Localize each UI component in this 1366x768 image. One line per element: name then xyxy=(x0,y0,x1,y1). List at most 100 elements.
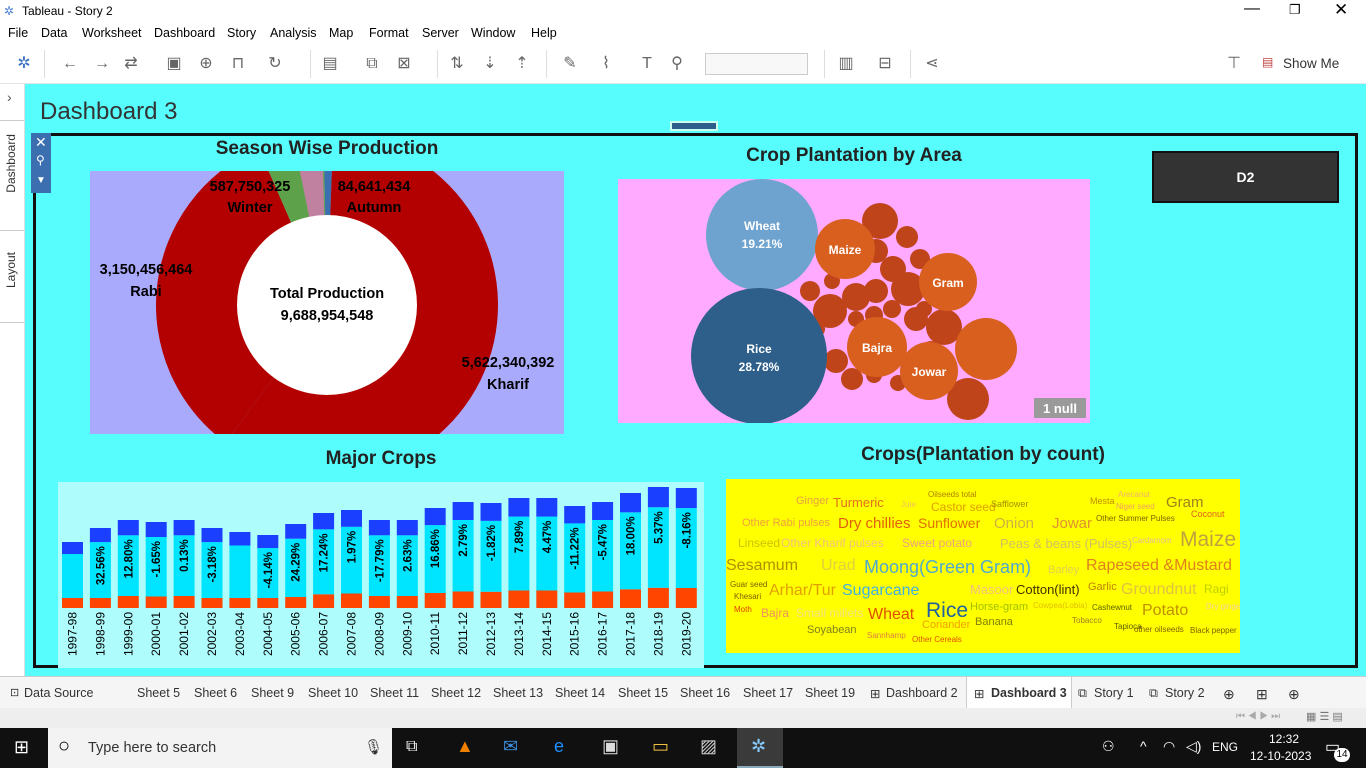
people-icon[interactable]: ⚇ xyxy=(1102,738,1115,754)
minimize-button[interactable]: — xyxy=(1244,0,1260,17)
nav-arrows-icon[interactable]: ⏮ ◀ ▶ ⏭ xyxy=(1236,711,1281,722)
word-black-pepper: Black pepper xyxy=(1190,626,1237,635)
bar-cyan-2015-16 xyxy=(564,523,586,593)
swap-icon[interactable]: ⇅ xyxy=(450,55,464,72)
menu-story[interactable]: Story xyxy=(227,26,257,40)
tab-sheet-12[interactable]: Sheet 12 xyxy=(431,686,482,700)
store-icon[interactable]: ▣ xyxy=(602,736,620,756)
tab-dashboard-3[interactable]: Dashboard 3 xyxy=(991,686,1067,700)
more-options-icon[interactable]: ▼ xyxy=(36,175,46,186)
clear-sheet-icon[interactable]: ⊠ xyxy=(397,55,411,72)
tab-sheet-19[interactable]: Sheet 19 xyxy=(805,686,856,700)
duplicate-icon[interactable]: ⧉ xyxy=(366,55,378,72)
sort-asc-icon[interactable]: ⇣ xyxy=(483,55,497,72)
menu-server[interactable]: Server xyxy=(422,26,459,40)
bar-label-2005-06: 24.29% xyxy=(291,543,303,582)
sort-desc-icon[interactable]: ⇡ xyxy=(515,55,529,72)
menu-window[interactable]: Window xyxy=(471,26,516,40)
show-me-button[interactable]: Show Me xyxy=(1283,56,1340,71)
file-explorer-icon[interactable]: ▭ xyxy=(652,736,670,756)
search-box[interactable]: ○ Type here to search 🎙 xyxy=(48,728,392,768)
tableau-taskbar-button[interactable]: ✲ xyxy=(737,728,783,768)
windows-start-icon[interactable]: ⊞ xyxy=(14,737,30,757)
menu-analysis[interactable]: Analysis xyxy=(270,26,317,40)
menu-worksheet[interactable]: Worksheet xyxy=(82,26,142,40)
tab-story-2[interactable]: Story 2 xyxy=(1165,686,1205,700)
menu-map[interactable]: Map xyxy=(329,26,354,40)
tab-sheet-10[interactable]: Sheet 10 xyxy=(308,686,359,700)
new-dashboard-icon[interactable]: ⊞ xyxy=(1256,686,1268,702)
bar-blue-1999-00 xyxy=(117,520,139,536)
clock-date[interactable]: 12-10-2023 xyxy=(1250,749,1312,763)
new-worksheet-icon[interactable]: ▤ xyxy=(322,55,338,72)
replay-icon[interactable]: ⇄ xyxy=(124,55,138,72)
edge-icon[interactable]: e xyxy=(554,736,565,756)
crop-area-bubbles: Wheat 19.21% Rice 28.78% Maize Gram Bajr… xyxy=(618,179,1090,423)
undo-icon[interactable]: ← xyxy=(62,55,78,72)
tab-sheet-16[interactable]: Sheet 16 xyxy=(680,686,731,700)
view-toggle-icon[interactable]: ▦ ☰ ▤ xyxy=(1306,711,1343,723)
d2-button[interactable]: D2 xyxy=(1152,151,1339,203)
task-view-icon[interactable]: ⧉ xyxy=(406,738,418,755)
tableau-home-icon[interactable]: ✲ xyxy=(17,55,31,72)
language-indicator[interactable]: ENG xyxy=(1212,740,1239,754)
bar-blue-2017-18 xyxy=(620,493,641,513)
word-ragi: Ragi xyxy=(1204,582,1229,596)
remove-icon[interactable]: ✕ xyxy=(35,134,47,150)
tab-dashboard-2[interactable]: Dashboard 2 xyxy=(886,686,958,700)
refresh-icon[interactable]: ↻ xyxy=(268,55,282,72)
labels-icon[interactable]: T xyxy=(642,55,652,72)
story-tab-icon-2: ⧉ xyxy=(1149,686,1158,700)
share-icon[interactable]: ⋖ xyxy=(925,55,939,72)
menu-dashboard[interactable]: Dashboard xyxy=(154,26,216,40)
pause-updates-icon[interactable]: ⊓ xyxy=(231,55,245,72)
format-painter-icon[interactable]: ⊤ xyxy=(1227,55,1241,72)
volume-icon[interactable]: ◁) xyxy=(1186,738,1202,754)
new-sheet-icon[interactable]: ⊕ xyxy=(1223,686,1235,702)
new-story-icon[interactable]: ⊕ xyxy=(1288,686,1300,702)
tab-sheet-13[interactable]: Sheet 13 xyxy=(493,686,544,700)
show-cards-icon[interactable]: ▥ xyxy=(838,55,854,72)
presentation-icon[interactable]: ⊟ xyxy=(878,55,892,72)
null-badge[interactable]: 1 null xyxy=(1043,401,1077,416)
highlight-icon[interactable]: ✎ xyxy=(563,55,577,72)
tab-sheet-9[interactable]: Sheet 9 xyxy=(251,686,295,700)
bar-blue-2000-01 xyxy=(145,522,167,537)
new-datasource-icon[interactable]: ⊕ xyxy=(199,55,213,72)
tab-data-source[interactable]: Data Source xyxy=(24,686,94,700)
mail-icon[interactable]: ✉ xyxy=(503,736,519,756)
close-button[interactable]: ✕ xyxy=(1334,0,1349,19)
expand-chevron-icon[interactable]: › xyxy=(7,89,12,105)
fit-dropdown[interactable] xyxy=(705,53,808,75)
menu-format[interactable]: Format xyxy=(369,26,409,40)
word-other-summer-pulses: Other Summer Pulses xyxy=(1096,514,1175,523)
tab-sheet-15[interactable]: Sheet 15 xyxy=(618,686,669,700)
tray-chevron-icon[interactable]: ^ xyxy=(1140,738,1147,754)
network-icon[interactable]: ◠ xyxy=(1163,738,1176,754)
tab-sheet-11[interactable]: Sheet 11 xyxy=(370,686,420,700)
menu-file[interactable]: File xyxy=(8,26,29,40)
redo-icon[interactable]: → xyxy=(94,55,110,72)
tab-dashboard[interactable]: Dashboard xyxy=(4,134,18,193)
tab-story-1[interactable]: Story 1 xyxy=(1094,686,1134,700)
tab-sheet-14[interactable]: Sheet 14 xyxy=(555,686,606,700)
group-icon[interactable]: ⌇ xyxy=(602,55,610,72)
drag-handle[interactable] xyxy=(670,121,718,131)
pin-object-icon[interactable]: ⚲ xyxy=(36,153,45,167)
restore-button[interactable]: ❐ xyxy=(1289,2,1301,17)
pin-icon[interactable]: ⚲ xyxy=(671,55,683,72)
save-icon[interactable]: ▣ xyxy=(166,55,182,72)
photos-icon[interactable]: ▨ xyxy=(700,736,718,756)
menu-data[interactable]: Data xyxy=(41,26,68,40)
vlc-icon[interactable]: ▲ xyxy=(456,736,474,756)
menu-help[interactable]: Help xyxy=(531,26,557,40)
tab-layout[interactable]: Layout xyxy=(4,252,18,289)
clock-time[interactable]: 12:32 xyxy=(1268,732,1300,746)
bar-label-2000-01: -1.65% xyxy=(151,541,163,577)
microphone-icon[interactable]: 🎙 xyxy=(364,739,384,756)
bar-blue-2008-09 xyxy=(368,520,390,536)
tab-sheet-6[interactable]: Sheet 6 xyxy=(194,686,238,700)
tab-sheet-17[interactable]: Sheet 17 xyxy=(743,686,794,700)
tab-sheet-5[interactable]: Sheet 5 xyxy=(137,686,181,700)
dashboard-title: Dashboard 3 xyxy=(40,98,178,125)
